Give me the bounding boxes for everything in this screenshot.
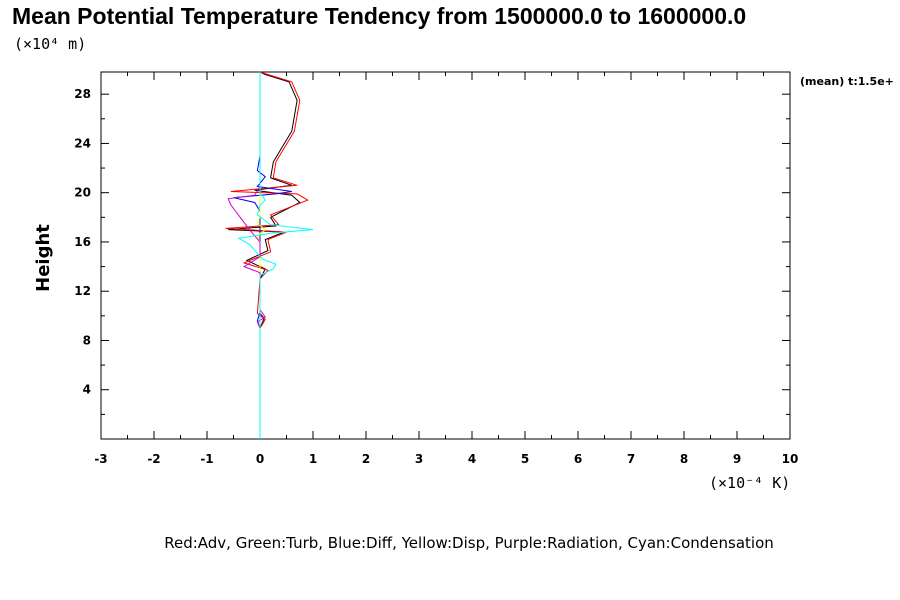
series-layer	[225, 71, 314, 439]
y-axis-ticks: 4 8 12 16 20 24 28	[74, 87, 790, 415]
y-tick-label: 20	[74, 186, 91, 200]
series-line-7	[237, 72, 314, 439]
legend-caption: Red:Adv, Green:Turb, Blue:Diff, Yellow:D…	[164, 534, 774, 552]
x-tick-label: 3	[415, 452, 423, 466]
x-tick-label: 9	[733, 452, 741, 466]
series-line-1	[228, 71, 301, 439]
x-tick-label: 0	[256, 452, 264, 466]
x-tick-label: 6	[574, 452, 582, 466]
y-unit-label: (×10⁴ m)	[14, 35, 86, 53]
series-line-4	[233, 72, 292, 439]
y-tick-label: 28	[74, 87, 91, 101]
mean-time-label: (mean) t:1.5e+	[800, 75, 894, 88]
x-tick-label: -2	[147, 452, 160, 466]
y-tick-label: 12	[74, 284, 91, 298]
x-tick-label: -3	[94, 452, 107, 466]
plot-frame	[100, 71, 791, 440]
x-tick-label: 7	[627, 452, 635, 466]
x-tick-label: -1	[200, 452, 213, 466]
x-tick-label: 4	[468, 452, 476, 466]
y-tick-label: 4	[83, 383, 91, 397]
x-tick-label: 1	[309, 452, 317, 466]
x-tick-label: 8	[680, 452, 688, 466]
x-axis-ticks: -3 -2 -1 0 1 2 3 4 5 6 7 8 9 10	[94, 72, 798, 466]
x-tick-label: 5	[521, 452, 529, 466]
x-tick-label: 10	[782, 452, 799, 466]
x-tick-label: 2	[362, 452, 370, 466]
y-axis-label: Height	[33, 224, 54, 292]
series-line-2	[225, 71, 309, 439]
y-tick-label: 24	[74, 136, 91, 150]
y-tick-label: 16	[74, 235, 91, 249]
y-tick-label: 8	[83, 333, 91, 347]
x-unit-label: (×10⁻⁴ K)	[709, 474, 790, 492]
chart-title: Mean Potential Temperature Tendency from…	[12, 3, 746, 29]
